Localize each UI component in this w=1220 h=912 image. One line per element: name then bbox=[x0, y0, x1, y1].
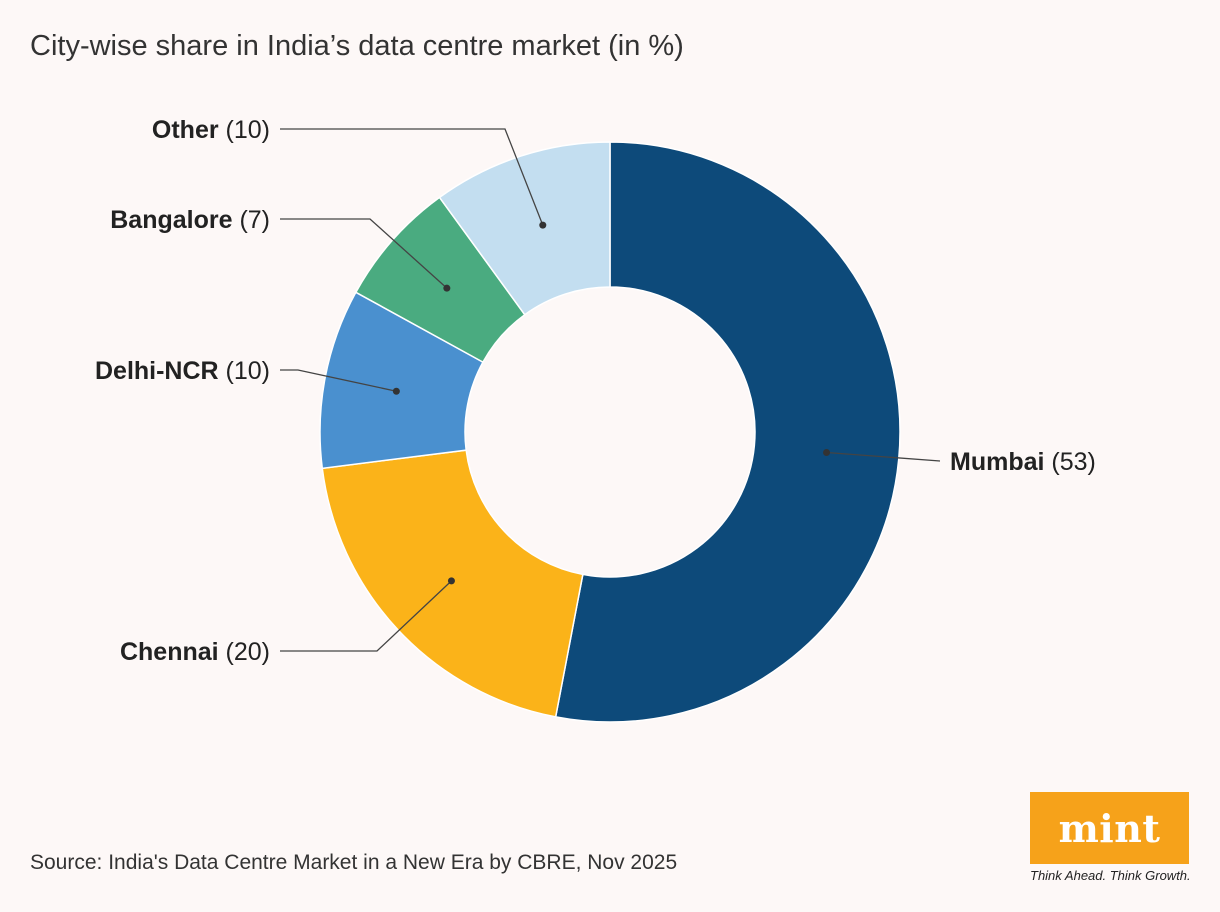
labels-group: Mumbai (53) Chennai (20) Delhi-NCR (10) Ban… bbox=[95, 116, 1096, 666]
leader-line-bangalore bbox=[280, 218, 448, 289]
label-value-mumbai: (53) bbox=[1044, 448, 1095, 476]
label-value-delhi-ncr: (10) bbox=[219, 357, 270, 385]
label-bangalore: Bangalore (7) bbox=[110, 206, 270, 234]
label-name-mumbai: Mumbai bbox=[950, 448, 1044, 476]
label-value-chennai: (20) bbox=[219, 638, 270, 666]
leader-dot-delhi-ncr bbox=[392, 387, 400, 395]
label-name-bangalore: Bangalore bbox=[110, 206, 232, 234]
slices-group bbox=[319, 141, 901, 723]
source-note: Source: India's Data Centre Market in a … bbox=[30, 851, 678, 874]
label-name-chennai: Chennai bbox=[120, 638, 219, 666]
logo-text: mint bbox=[1058, 805, 1161, 851]
leader-line-delhi-ncr bbox=[280, 369, 397, 392]
label-value-other: (10) bbox=[219, 116, 270, 144]
slice-other bbox=[438, 141, 611, 316]
label-value-bangalore: (7) bbox=[233, 206, 271, 234]
label-name-other: Other bbox=[152, 116, 219, 144]
leader-dot-bangalore bbox=[443, 284, 451, 292]
leader-line-mumbai bbox=[826, 451, 941, 462]
label-delhi-ncr: Delhi-NCR (10) bbox=[95, 357, 270, 385]
label-other: Other (10) bbox=[152, 116, 270, 144]
slice-mumbai bbox=[554, 141, 901, 723]
mint-logo: mint bbox=[1030, 792, 1189, 864]
chart-title: City-wise share in India’s data centre m… bbox=[30, 30, 684, 62]
leader-dot-mumbai bbox=[823, 448, 831, 456]
label-name-delhi-ncr: Delhi-NCR bbox=[95, 357, 219, 385]
logo-tagline: Think Ahead. Think Growth. bbox=[1030, 868, 1191, 883]
leader-dot-chennai bbox=[447, 577, 455, 585]
leader-line-chennai bbox=[280, 580, 452, 652]
label-chennai: Chennai (20) bbox=[120, 638, 270, 666]
label-mumbai: Mumbai (53) bbox=[950, 448, 1096, 476]
leader-dot-other bbox=[539, 221, 547, 229]
leader-lines-group bbox=[280, 128, 941, 652]
leader-line-other bbox=[280, 128, 544, 226]
